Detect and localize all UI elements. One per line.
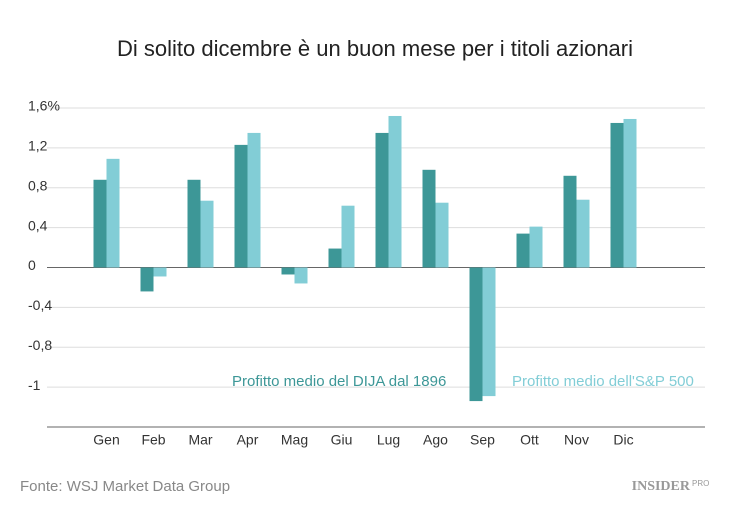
bar — [610, 122, 624, 268]
bar — [153, 267, 167, 277]
x-tick-label: Ago — [423, 432, 448, 448]
bar — [563, 175, 577, 268]
y-tick-label: 0 — [28, 257, 36, 273]
x-tick-label: Nov — [564, 432, 589, 448]
bar — [281, 267, 295, 275]
legend-label: Profitto medio del DIJA dal 1896 — [232, 373, 446, 390]
bar — [529, 226, 543, 268]
y-tick-label: 1,2 — [28, 138, 48, 154]
bar — [200, 200, 214, 268]
y-tick-label: 1,6% — [28, 98, 60, 114]
bar — [106, 158, 120, 268]
y-tick-label: -0,4 — [28, 297, 52, 313]
brand-suffix: PRO — [692, 479, 709, 488]
legend-label: Profitto medio dell'S&P 500 — [512, 373, 694, 390]
y-tick-label: -0,8 — [28, 337, 52, 353]
bar — [234, 144, 248, 268]
bar — [516, 233, 530, 268]
x-tick-label: Ott — [520, 432, 539, 448]
bar — [435, 202, 449, 268]
x-tick-label: Lug — [377, 432, 400, 448]
x-tick-label: Giu — [331, 432, 353, 448]
bar — [375, 132, 389, 268]
bar — [482, 267, 496, 397]
bar — [294, 267, 308, 284]
bar — [328, 248, 342, 268]
bar — [388, 115, 402, 268]
x-tick-label: Mar — [188, 432, 212, 448]
bar — [422, 169, 436, 268]
y-tick-label: -1 — [28, 377, 41, 393]
bar — [93, 179, 107, 268]
bar — [187, 179, 201, 268]
bar — [140, 267, 154, 292]
brand: INSIDER — [632, 479, 691, 494]
x-tick-label: Apr — [237, 432, 259, 448]
y-tick-label: 0,4 — [28, 217, 48, 233]
x-tick-label: Mag — [281, 432, 308, 448]
bar — [623, 118, 637, 268]
x-tick-label: Gen — [93, 432, 119, 448]
chart-title: Di solito dicembre è un buon mese per i … — [117, 36, 633, 61]
source: Fonte: WSJ Market Data Group — [20, 478, 230, 495]
bar — [341, 205, 355, 268]
bar — [469, 267, 483, 402]
bar — [247, 132, 261, 268]
x-tick-label: Feb — [141, 432, 165, 448]
x-tick-label: Dic — [613, 432, 633, 448]
y-tick-label: 0,8 — [28, 177, 48, 193]
bar — [576, 199, 590, 268]
x-tick-label: Sep — [470, 432, 495, 448]
